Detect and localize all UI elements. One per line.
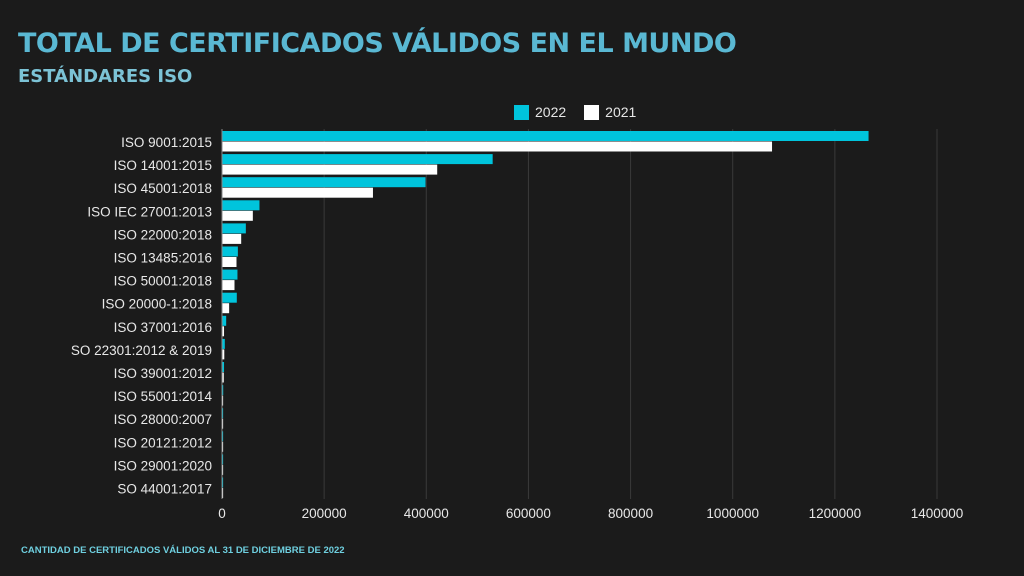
bar-2022	[222, 454, 224, 465]
y-category-label: ISO 39001:2012	[114, 366, 212, 381]
bar-2022	[222, 338, 225, 349]
y-category-label: ISO 50001:2018	[114, 274, 212, 289]
y-category-label: ISO 9001:2015	[121, 135, 212, 150]
bars	[222, 131, 869, 498]
legend: 2022 2021	[514, 104, 648, 120]
y-category-label: ISO 22000:2018	[114, 227, 212, 242]
x-tick-label: 0	[218, 506, 226, 521]
bar-2021	[222, 418, 224, 429]
bar-2022	[222, 131, 869, 141]
y-category-label: ISO 28000:2007	[114, 412, 212, 427]
bar-2021	[222, 210, 253, 221]
y-category-label: SO 44001:2017	[117, 482, 212, 497]
bar-2022	[222, 177, 426, 188]
y-axis-labels: ISO 9001:2015 ISO 14001:2015 ISO 45001:201…	[71, 135, 213, 497]
x-tick-label: 1200000	[809, 506, 862, 521]
x-tick-label: 200000	[302, 506, 347, 521]
bar-2022	[222, 477, 224, 488]
x-axis-labels: 0 200000 400000 600000 800000 1000000 1200000 1…	[218, 506, 963, 521]
x-tick-label: 400000	[404, 506, 449, 521]
bar-2022	[222, 269, 238, 280]
y-category-label: ISO 13485:2016	[114, 251, 212, 266]
bar-2022	[222, 200, 260, 211]
legend-label-2021: 2021	[605, 104, 637, 120]
bar-2021	[222, 280, 235, 291]
chart-subtitle: ESTÁNDARES ISO	[18, 66, 193, 87]
legend-label-2022: 2022	[535, 104, 567, 120]
y-category-label: ISO 55001:2014	[114, 389, 213, 404]
bar-2022	[222, 408, 224, 419]
bar-2022	[222, 223, 246, 234]
bar-2022	[222, 154, 493, 165]
footer-note: CANTIDAD DE CERTIFICADOS VÁLIDOS AL 31 D…	[21, 545, 345, 556]
x-tick-label: 1000000	[706, 506, 759, 521]
bar-2021	[222, 395, 224, 406]
bar-2021	[222, 488, 224, 498]
bar-2022	[222, 246, 238, 257]
x-tick-label: 800000	[608, 506, 653, 521]
y-category-label: ISO 14001:2015	[114, 158, 212, 173]
x-tick-label: 600000	[506, 506, 551, 521]
y-category-label: SO 22301:2012 & 2019	[71, 343, 212, 358]
bar-2021	[222, 326, 225, 337]
y-category-label: ISO 29001:2020	[114, 458, 212, 473]
y-category-label: ISO 20121:2012	[114, 435, 212, 450]
bar-2022	[222, 315, 227, 326]
bar-2022	[222, 362, 225, 372]
chart-title: TOTAL DE CERTIFICADOS VÁLIDOS EN EL MUND…	[18, 28, 737, 59]
legend-swatch-2022	[514, 104, 529, 120]
bar-2021	[222, 349, 225, 360]
y-category-label: ISO 37001:2016	[114, 320, 212, 335]
y-category-label: ISO IEC 27001:2013	[87, 204, 212, 219]
bar-2021	[222, 441, 224, 452]
y-category-label: ISO 45001:2018	[114, 181, 212, 196]
legend-swatch-2021	[584, 104, 600, 120]
y-category-label: ISO 20000-1:2018	[102, 297, 212, 312]
bar-2021	[222, 141, 773, 152]
bar-2022	[222, 292, 237, 303]
bar-2021	[222, 464, 224, 475]
bar-2022	[222, 431, 224, 442]
bar-2021	[222, 187, 373, 198]
bar-2021	[222, 164, 438, 175]
legend-item-2021: 2021	[584, 104, 636, 120]
bar-2021	[222, 372, 224, 383]
bar-2022	[222, 385, 224, 396]
legend-item-2022: 2022	[514, 104, 566, 120]
x-tick-label: 1400000	[911, 506, 964, 521]
bar-2021	[222, 233, 242, 244]
bar-2021	[222, 257, 237, 267]
bar-2021	[222, 303, 230, 314]
